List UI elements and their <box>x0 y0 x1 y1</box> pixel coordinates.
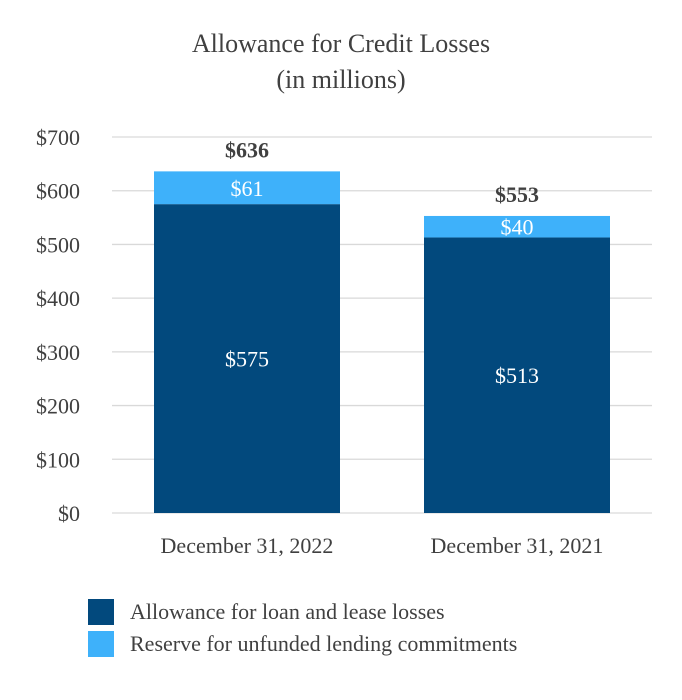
bar-value-label: $40 <box>501 215 534 240</box>
legend-swatch-unfunded-commitments <box>88 631 114 657</box>
y-tick-label: $100 <box>36 447 80 472</box>
legend-label-loan-losses: Allowance for loan and lease losses <box>130 599 445 624</box>
y-tick-label: $300 <box>36 340 80 365</box>
bar-total-label: $636 <box>225 137 269 162</box>
bar-value-label: $61 <box>231 176 264 201</box>
bar-segment-loan-losses <box>154 204 340 513</box>
y-tick-label: $400 <box>36 286 80 311</box>
legend-item-unfunded-commitments: Reserve for unfunded lending commitments <box>88 628 517 660</box>
chart-title: Allowance for Credit Losses <box>191 29 491 58</box>
x-category-label: December 31, 2021 <box>431 533 604 558</box>
legend-label-unfunded-commitments: Reserve for unfunded lending commitments <box>130 631 518 656</box>
y-tick-label: $0 <box>58 501 80 526</box>
bar-segment-unfunded-commitments <box>154 171 340 205</box>
bar-segment-loan-losses <box>424 237 610 513</box>
y-tick-label: $200 <box>36 394 80 419</box>
y-tick-label: $500 <box>36 232 80 257</box>
bar-total-label: $553 <box>495 182 539 207</box>
x-category-label: December 31, 2022 <box>161 533 334 558</box>
bar-value-label: $575 <box>225 347 269 372</box>
bar-value-label: $513 <box>495 363 539 388</box>
legend-swatch-loan-losses <box>88 599 114 625</box>
y-tick-label: $600 <box>36 179 80 204</box>
chart-title-block: Allowance for Credit Losses (in millions… <box>0 26 682 98</box>
bar-segment-unfunded-commitments <box>424 215 610 238</box>
y-tick-label: $700 <box>36 125 80 150</box>
legend: Allowance for loan and lease losses Rese… <box>88 596 517 660</box>
chart-plot: $0 $100 $200 $300 $400 $500 $600 $700 $575 $61 $63… <box>36 125 652 558</box>
chart-subtitle: (in millions) <box>276 65 406 94</box>
legend-item-loan-losses: Allowance for loan and lease losses <box>88 596 517 628</box>
